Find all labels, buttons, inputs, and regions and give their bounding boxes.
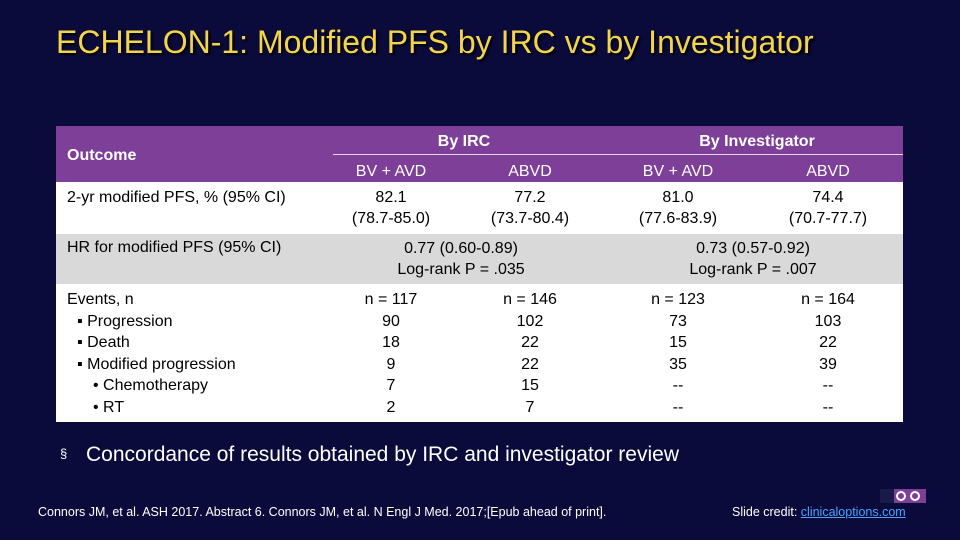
bullet-text: Concordance of results obtained by IRC a…: [86, 443, 679, 466]
events-inv-bv-avd: n = 123 73 15 35 -- --: [651, 291, 705, 416]
hr-irc: 0.77 (0.60-0.89) Log-rank P = .035: [397, 240, 525, 278]
table-row-pfs: 2-yr modified PFS, % (95% CI) 82.1 (78.7…: [56, 182, 903, 234]
header-divider: [333, 154, 903, 155]
bullet-marker: §: [60, 446, 68, 461]
pfs-irc-bv-avd: 82.1 (78.7-85.0): [351, 189, 431, 227]
pfs-inv-abvd: 74.4 (70.7-77.7): [788, 189, 868, 227]
credit-link[interactable]: clinicaloptions.com: [800, 505, 906, 519]
header-by-investigator: By Investigator: [699, 133, 815, 150]
header-outcome: Outcome: [67, 147, 137, 164]
hr-investigator: 0.73 (0.57-0.92) Log-rank P = .007: [689, 240, 817, 278]
header-irc-abvd: ABVD: [508, 163, 552, 180]
references: Connors JM, et al. ASH 2017. Abstract 6.…: [38, 505, 607, 519]
events-irc-bv-avd: n = 117 90 18 9 7 2: [364, 291, 418, 416]
credit-label: Slide credit:: [732, 505, 798, 519]
slide-title: ECHELON-1: Modified PFS by IRC vs by Inv…: [56, 24, 814, 60]
results-table: Outcome By IRC By Investigator BV + AVD …: [56, 126, 903, 422]
table-row-events: Events, n ▪ Progression ▪ Death ▪ Modifi…: [56, 284, 903, 422]
slide-credit: Slide credit: clinicaloptions.com: [732, 505, 906, 519]
row-label-events: Events, n ▪ Progression ▪ Death ▪ Modifi…: [67, 291, 236, 416]
events-irc-abvd: n = 146 102 22 22 15 7: [503, 291, 557, 416]
pfs-inv-bv-avd: 81.0 (77.6-83.9): [638, 189, 718, 227]
header-irc-bv-avd: BV + AVD: [355, 163, 427, 180]
pfs-irc-abvd: 77.2 (73.7-80.4): [490, 189, 570, 227]
table-row-hr: HR for modified PFS (95% CI) 0.77 (0.60-…: [56, 234, 903, 284]
header-inv-bv-avd: BV + AVD: [642, 163, 714, 180]
concordance-bullet: § Concordance of results obtained by IRC …: [60, 443, 679, 467]
row-label-hr: HR for modified PFS (95% CI): [67, 239, 282, 256]
row-label-pfs: 2-yr modified PFS, % (95% CI): [67, 189, 286, 206]
events-inv-abvd: n = 164 103 22 39 -- --: [801, 291, 855, 416]
header-inv-abvd: ABVD: [806, 163, 850, 180]
table-header: Outcome By IRC By Investigator BV + AVD …: [56, 126, 903, 182]
cco-logo: [880, 489, 926, 503]
header-by-irc: By IRC: [437, 133, 491, 150]
